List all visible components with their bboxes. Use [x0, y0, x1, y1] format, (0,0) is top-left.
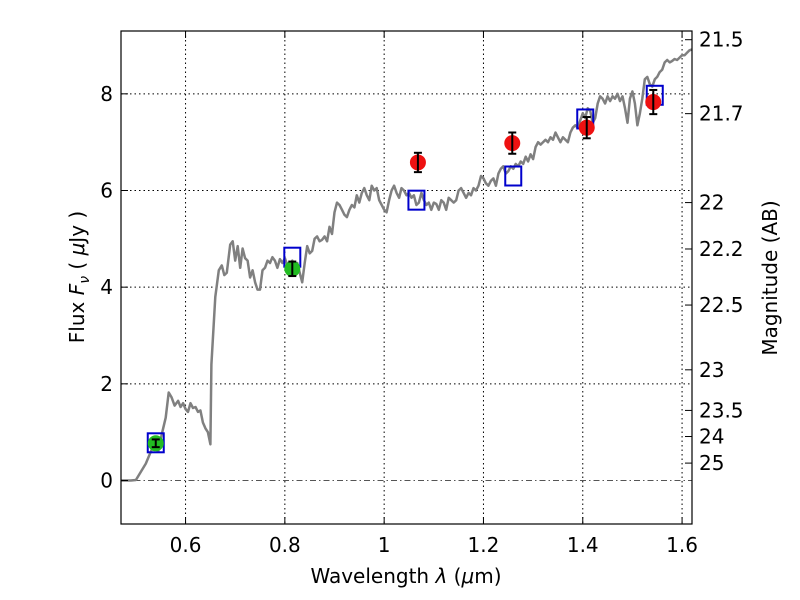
observed-flux-series: [147, 88, 662, 452]
y2-tick-label-6: 23.5: [699, 398, 744, 422]
y2-tick-label-2: 22: [699, 191, 724, 215]
y-tick-label-4: 8: [100, 82, 113, 106]
y-tick-label-3: 6: [100, 179, 113, 203]
y2-tick-label-0: 21.5: [699, 28, 744, 52]
plot-frame: [120, 30, 693, 525]
y-tick-label-0: 0: [100, 469, 113, 493]
x-axis-title: Wavelength λ (μm): [310, 564, 501, 588]
y2-tick-label-4: 22.5: [699, 293, 744, 317]
x-tick-label-1: 0.8: [269, 533, 301, 557]
x-tick-label-3: 1.2: [468, 533, 500, 557]
spectrum-line: [121, 48, 693, 482]
y-axis-title: Flux Fν ( μJy ): [65, 211, 93, 343]
x-axis-ticks: 0.6 0.8 1 1.2 1.4 1.6: [170, 31, 698, 557]
x-tick-label-4: 1.4: [567, 533, 599, 557]
x-tick-label-0: 0.6: [170, 533, 202, 557]
y2-tick-label-1: 21.7: [699, 102, 744, 126]
y2-tick-label-8: 25: [699, 451, 724, 475]
x-tick-label-5: 1.6: [666, 533, 698, 557]
model-band-flux-series: [146, 84, 664, 454]
y-tick-label-2: 4: [100, 275, 113, 299]
model-band-square-2: [407, 189, 426, 211]
spectrum-series: [121, 48, 693, 482]
right-axis-title: Magnitude (AB): [758, 200, 782, 355]
y2-tick-label-3: 22.2: [699, 237, 744, 261]
y-tick-label-1: 2: [100, 372, 113, 396]
model-band-square-0: [146, 432, 165, 454]
x-tick-label-2: 1: [378, 533, 391, 557]
model-band-square-3: [504, 165, 523, 187]
y2-tick-label-7: 24: [699, 425, 724, 449]
y-axis-ticks: 0 2 4 6 8: [100, 82, 128, 493]
grid-lines: [121, 31, 692, 524]
y2-tick-label-5: 23: [699, 358, 724, 382]
